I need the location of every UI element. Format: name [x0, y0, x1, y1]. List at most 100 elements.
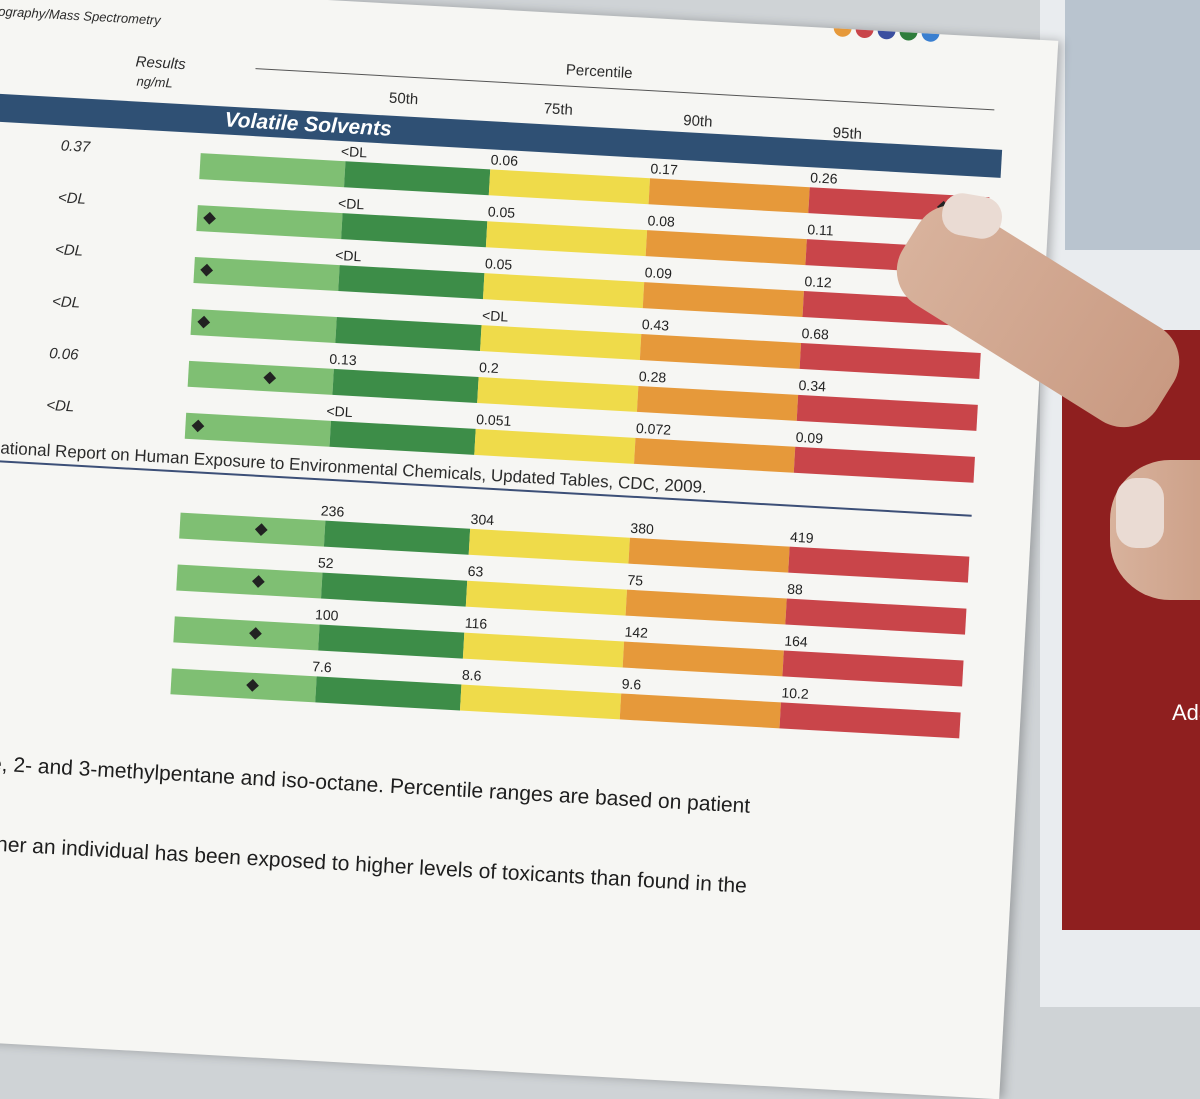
map-background-top [1065, 0, 1200, 250]
solvent-bar-segment [482, 273, 645, 309]
second-value-p95: 419 [789, 528, 814, 546]
solvent-bar-segment [642, 282, 804, 317]
second-value-p90: 380 [630, 519, 655, 538]
solvent-bar-segment [335, 316, 482, 352]
solvent-bar-segment [193, 256, 340, 292]
solvent-value-p95: 0.11 [806, 221, 835, 239]
second-value-p75: 8.6 [461, 666, 482, 684]
solvent-value-p50: 0.13 [328, 350, 358, 369]
solvent-result: <DL [54, 241, 84, 260]
second-bar-segment [785, 598, 967, 635]
percentile-50th: 50th [388, 89, 419, 109]
solvent-value-p75: 0.051 [475, 410, 512, 429]
second-value-p75: 63 [467, 562, 484, 580]
second-bar-segment [782, 650, 964, 687]
solvent-bar-segment [793, 446, 975, 483]
solvent-result: <DL [45, 396, 75, 416]
second-bar-segment [459, 684, 622, 720]
solvent-bar-segment [332, 368, 479, 403]
second-bar-segment [468, 528, 630, 564]
map-background: Ada [1062, 330, 1200, 930]
second-bar-segment [315, 676, 462, 711]
solvent-bar-segment [329, 420, 476, 455]
second-bar-segment [465, 580, 627, 616]
second-value-p95: 88 [786, 580, 804, 598]
second-bar-segment [779, 702, 961, 739]
solvent-value-p90: 0.28 [638, 367, 667, 386]
solvent-value-p90: 0.09 [644, 264, 673, 282]
solvent-bar-segment [477, 377, 639, 412]
solvent-value-p95: 0.68 [801, 324, 830, 343]
second-value-p90: 75 [627, 571, 644, 589]
map-label: Ada [1172, 700, 1200, 725]
footer-line-1: xane, 2- and 3-methylpentane and iso-oct… [0, 750, 751, 818]
solvent-bar-segment [338, 265, 485, 300]
solvent-value-p95: 0.09 [795, 428, 824, 447]
section-title: Volatile Solvents [223, 108, 393, 141]
solvent-value-p95: 0.26 [809, 169, 838, 187]
second-value-p50: 100 [314, 606, 339, 624]
second-value-p75: 304 [470, 510, 495, 529]
solvent-value-p50: <DL [334, 246, 362, 265]
second-bar-segment [179, 512, 326, 547]
percentile-label: Percentile [565, 61, 633, 83]
color-dots-logo [833, 18, 941, 43]
second-value-p90: 142 [624, 623, 649, 641]
second-value-p95: 10.2 [781, 684, 810, 702]
solvent-value-p90: 0.17 [650, 160, 679, 178]
solvent-value-p95: 0.34 [798, 376, 827, 395]
second-bar-segment [321, 572, 468, 607]
second-bar-segment [622, 641, 784, 677]
second-value-p50: 52 [317, 554, 335, 572]
solvent-bar-segment [184, 412, 331, 447]
second-bar-segment [628, 537, 790, 573]
solvent-bar-segment [799, 342, 981, 379]
solvent-bar-segment [344, 161, 491, 196]
solvent-bar-segment [645, 230, 807, 266]
second-value-p75: 116 [464, 614, 488, 632]
solvent-bar-segment [474, 428, 636, 464]
footer-line-2: whether an individual has been exposed t… [0, 830, 748, 898]
solvent-bar-segment [634, 437, 796, 473]
solvent-result: 0.37 [60, 137, 91, 156]
solvent-value-p75: 0.06 [490, 151, 519, 169]
second-value-p95: 164 [783, 632, 809, 650]
solvent-value-p90: 0.08 [647, 212, 676, 230]
solvent-bar-segment [648, 178, 810, 214]
second-bar-segment [173, 616, 320, 651]
solvent-value-p75: <DL [481, 307, 509, 325]
solvent-bar-segment [190, 308, 337, 343]
second-bar-segment [788, 546, 970, 583]
results-label: Results [135, 53, 187, 74]
solvent-bar-segment [199, 153, 346, 188]
percentile-90th: 90th [682, 112, 713, 131]
second-bar-segment [625, 589, 787, 625]
second-bar-segment [170, 668, 317, 703]
solvent-result: <DL [51, 293, 81, 312]
solvent-value-p90: 0.43 [641, 316, 670, 334]
solvent-bar-segment [341, 213, 488, 248]
solvent-bar-segment [796, 394, 978, 431]
second-value-p50: 7.6 [311, 658, 333, 676]
solvent-bar-segment [480, 325, 642, 360]
second-value-p90: 9.6 [621, 675, 642, 693]
solvent-value-p75: 0.05 [487, 203, 516, 221]
second-value-p50: 236 [320, 502, 345, 520]
solvent-bar-segment [187, 360, 334, 395]
second-bar-segment [619, 693, 781, 729]
solvent-result: 0.06 [48, 345, 79, 364]
solvent-bar-segment [196, 205, 343, 240]
solvent-value-p50: <DL [340, 142, 368, 161]
solvent-value-p50: <DL [326, 402, 354, 421]
lab-report-page: ography/Mass Spectrometry Results ng/mL … [0, 0, 1059, 1099]
second-bar-segment [462, 632, 625, 668]
second-bar-segment [176, 564, 323, 599]
solvent-result: <DL [57, 189, 87, 208]
solvent-value-p75: 0.2 [478, 359, 500, 377]
percentile-75th: 75th [543, 100, 574, 119]
solvent-bar-segment [639, 334, 802, 369]
solvent-bar-segment [488, 169, 650, 205]
solvent-bar-segment [636, 385, 799, 421]
solvent-value-p75: 0.05 [484, 255, 513, 273]
second-bar-segment [318, 624, 465, 659]
